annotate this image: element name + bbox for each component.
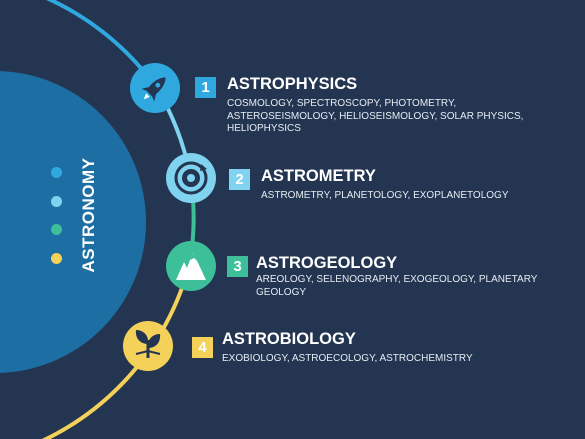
item-number: 2 [229,169,250,190]
legend-dot-1 [51,167,62,178]
item-number: 1 [195,77,216,98]
node-astrogeology [166,241,216,291]
planet-circle [0,71,146,373]
center-label: ASTRONOMY [79,157,98,273]
node-astrometry [166,153,216,203]
legend-dot-4 [51,253,62,264]
legend-dot-2 [51,196,62,207]
orbit-arc-4 [41,261,192,439]
rocket-icon [141,77,166,102]
node-astrophysics [130,63,180,113]
item-title: ASTROMETRY [261,167,376,185]
mountain-icon [176,252,206,280]
item-description: ASTROMETRY, PLANETOLOGY, EXOPLANETOLOGY [261,190,509,201]
item-title: ASTROBIOLOGY [222,330,356,348]
item-description: AREOLOGY, SELENOGRAPHY, EXOGEOLOGY, PLAN… [256,274,538,298]
orbit-target-icon [174,161,208,195]
item-title: ASTROPHYSICS [227,75,358,93]
node-astrobiology [123,321,173,371]
item-number: 3 [227,256,248,277]
legend-dot-3 [51,224,62,235]
sprout-icon [135,330,161,358]
item-title: ASTROGEOLOGY [256,254,398,272]
item-description: EXOBIOLOGY, ASTROECOLOGY, ASTROCHEMISTRY [222,353,473,364]
item-number: 4 [192,337,213,358]
item-description: COSMOLOGY, SPECTROSCOPY, PHOTOMETRY, AST… [227,98,524,134]
